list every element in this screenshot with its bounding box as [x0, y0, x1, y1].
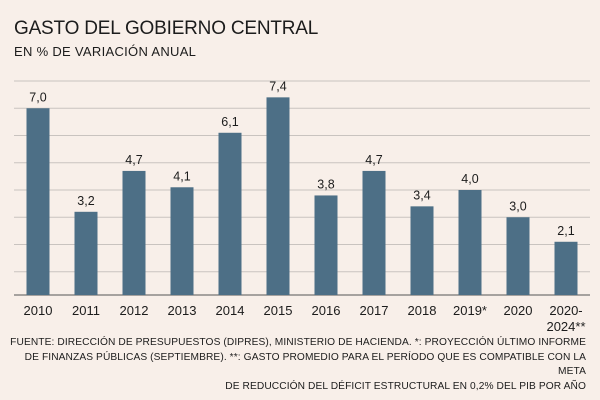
- value-label-5: 7,4: [269, 79, 286, 93]
- value-label-6: 3,8: [317, 177, 334, 191]
- x-tick-label-2: 2012: [120, 303, 149, 318]
- bar-5: [266, 97, 290, 295]
- x-tick-label-10: 2020: [504, 303, 533, 318]
- x-tick-label-11: 2020-2024**: [546, 303, 585, 334]
- x-tick-label-8: 2018: [408, 303, 437, 318]
- source-line-1: FUENTE: DIRECCIÓN DE PRESUPUESTOS (DIPRE…: [10, 337, 586, 348]
- chart-subtitle: EN % DE VARIACIÓN ANUAL: [14, 44, 197, 59]
- x-tick-label-0: 2010: [24, 303, 53, 318]
- bar-11: [554, 241, 578, 295]
- bar-4: [218, 132, 242, 295]
- bar-9: [458, 190, 482, 295]
- value-label-4: 6,1: [221, 115, 238, 129]
- x-tick-label-7: 2017: [360, 303, 389, 318]
- value-label-10: 3,0: [509, 199, 526, 213]
- x-tick-label-1: 2011: [72, 303, 100, 318]
- x-tick-label-4: 2014: [216, 303, 245, 318]
- x-tick-label-9: 2019*: [453, 303, 487, 318]
- x-tick-label-6: 2016: [312, 303, 341, 318]
- bar-7: [362, 170, 386, 295]
- chart-title: GASTO DEL GOBIERNO CENTRAL: [14, 18, 319, 39]
- value-label-2: 4,7: [125, 153, 142, 167]
- value-label-7: 4,7: [365, 153, 382, 167]
- source-note: FUENTE: DIRECCIÓN DE PRESUPUESTOS (DIPRE…: [6, 336, 586, 394]
- source-line-2: DE FINANZAS PÚBLICAS (SEPTIEMBRE). **: G…: [24, 351, 586, 378]
- bar-8: [410, 206, 434, 295]
- value-label-3: 4,1: [173, 169, 190, 183]
- x-tick-label-5: 2015: [264, 303, 293, 318]
- bar-1: [74, 211, 98, 295]
- bar-2: [122, 170, 146, 295]
- value-label-1: 3,2: [77, 194, 94, 208]
- bar-10: [506, 217, 530, 295]
- value-label-11: 2,1: [557, 224, 574, 238]
- bar-3: [170, 187, 194, 295]
- value-label-0: 7,0: [29, 90, 46, 104]
- value-label-9: 4,0: [461, 172, 478, 186]
- value-label-8: 3,4: [413, 188, 430, 202]
- x-tick-label-3: 2013: [168, 303, 197, 318]
- source-line-3: DE REDUCCIÓN DEL DÉFICIT ESTRUCTURAL EN …: [225, 380, 586, 392]
- bar-6: [314, 195, 338, 295]
- bar-0: [26, 108, 50, 295]
